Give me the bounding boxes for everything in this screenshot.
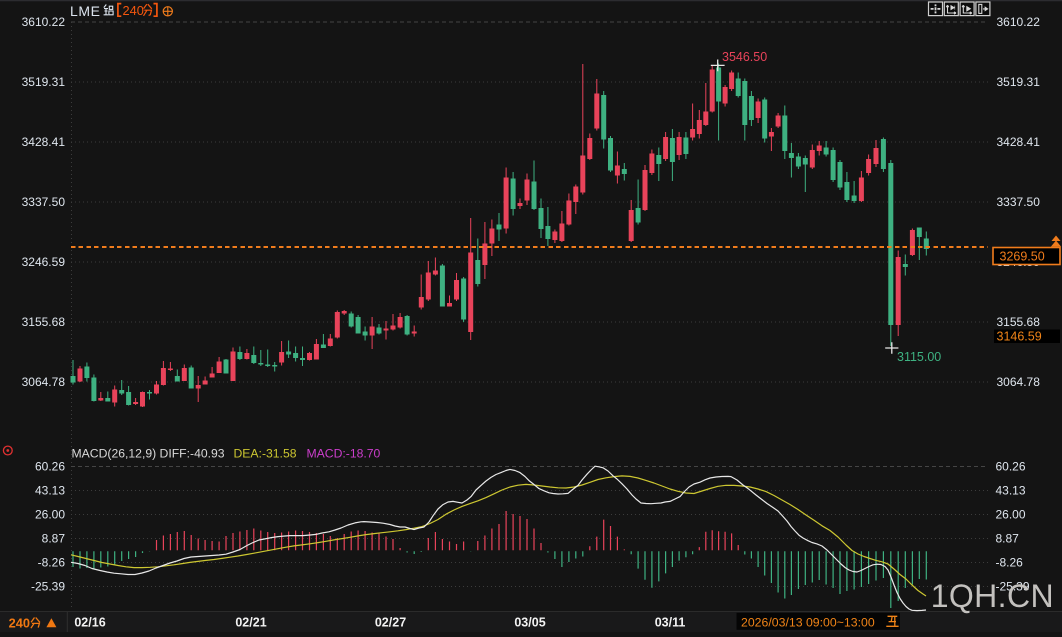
svg-text:3610.22: 3610.22	[22, 15, 66, 29]
svg-text:LME: LME	[70, 3, 101, 19]
svg-text:3155.68: 3155.68	[997, 315, 1041, 329]
svg-text:3155.68: 3155.68	[22, 315, 66, 329]
svg-text:02/21: 02/21	[235, 616, 266, 630]
svg-text:3610.22: 3610.22	[997, 15, 1041, 29]
svg-text:3064.78: 3064.78	[22, 375, 66, 389]
svg-text:3064.78: 3064.78	[997, 375, 1041, 389]
svg-text:240: 240	[9, 616, 30, 631]
svg-text:MACD:-18.70: MACD:-18.70	[307, 447, 381, 461]
svg-text:3115.00: 3115.00	[897, 350, 941, 364]
svg-text:60.26: 60.26	[35, 460, 65, 474]
svg-text:8.87: 8.87	[42, 532, 66, 546]
svg-text:3428.41: 3428.41	[22, 135, 66, 149]
svg-text:43.13: 43.13	[996, 484, 1026, 498]
svg-text:-8.26: -8.26	[38, 556, 66, 570]
svg-text:3337.50: 3337.50	[22, 195, 66, 209]
svg-text:-25.39: -25.39	[31, 580, 65, 594]
svg-text:-25.39: -25.39	[996, 580, 1030, 594]
svg-text:3337.50: 3337.50	[997, 195, 1041, 209]
svg-text:3269.50: 3269.50	[1000, 250, 1045, 264]
svg-text:60.26: 60.26	[996, 460, 1026, 474]
svg-text:2026/03/13 09:00~13:00: 2026/03/13 09:00~13:00	[741, 615, 875, 629]
svg-text:240: 240	[123, 3, 144, 18]
svg-text:3519.31: 3519.31	[997, 75, 1041, 89]
svg-text:3146.59: 3146.59	[997, 330, 1042, 344]
svg-text:-8.26: -8.26	[996, 556, 1024, 570]
svg-text:3519.31: 3519.31	[22, 75, 66, 89]
svg-text:02/16: 02/16	[74, 616, 105, 630]
svg-text:43.13: 43.13	[35, 484, 65, 498]
svg-text:DEA:-31.58: DEA:-31.58	[234, 447, 297, 461]
svg-text:03/05: 03/05	[514, 616, 545, 630]
svg-text:26.00: 26.00	[996, 508, 1026, 522]
svg-text:02/27: 02/27	[375, 616, 406, 630]
svg-text:03/11: 03/11	[655, 616, 686, 630]
svg-text:26.00: 26.00	[35, 508, 65, 522]
svg-text:8.87: 8.87	[996, 532, 1020, 546]
svg-text:3428.41: 3428.41	[997, 135, 1041, 149]
svg-text:3246.59: 3246.59	[22, 255, 66, 269]
svg-text:1QH.CN: 1QH.CN	[931, 578, 1054, 614]
svg-text:3546.50: 3546.50	[722, 50, 767, 64]
svg-text:MACD(26,12,9) DIFF:-40.93: MACD(26,12,9) DIFF:-40.93	[72, 447, 225, 461]
